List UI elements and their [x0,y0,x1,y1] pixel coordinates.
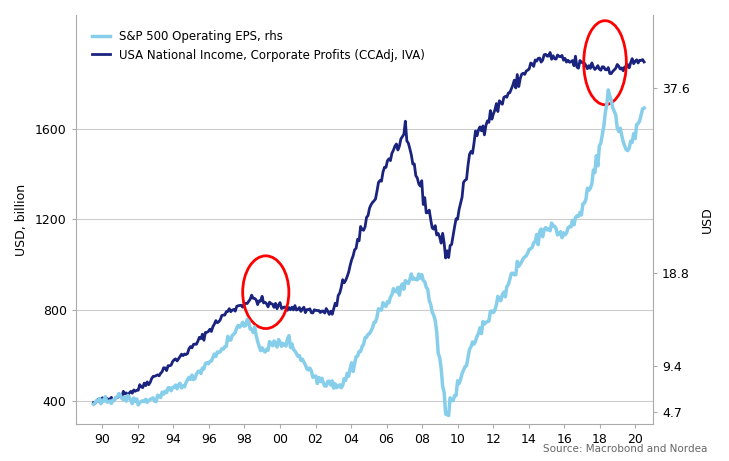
Text: Source: Macrobond and Nordea: Source: Macrobond and Nordea [543,444,707,454]
Y-axis label: USD, billion: USD, billion [15,183,28,255]
Legend: S&P 500 Operating EPS, rhs, USA National Income, Corporate Profits (CCAdj, IVA): S&P 500 Operating EPS, rhs, USA National… [87,25,430,66]
Y-axis label: USD: USD [701,206,714,233]
